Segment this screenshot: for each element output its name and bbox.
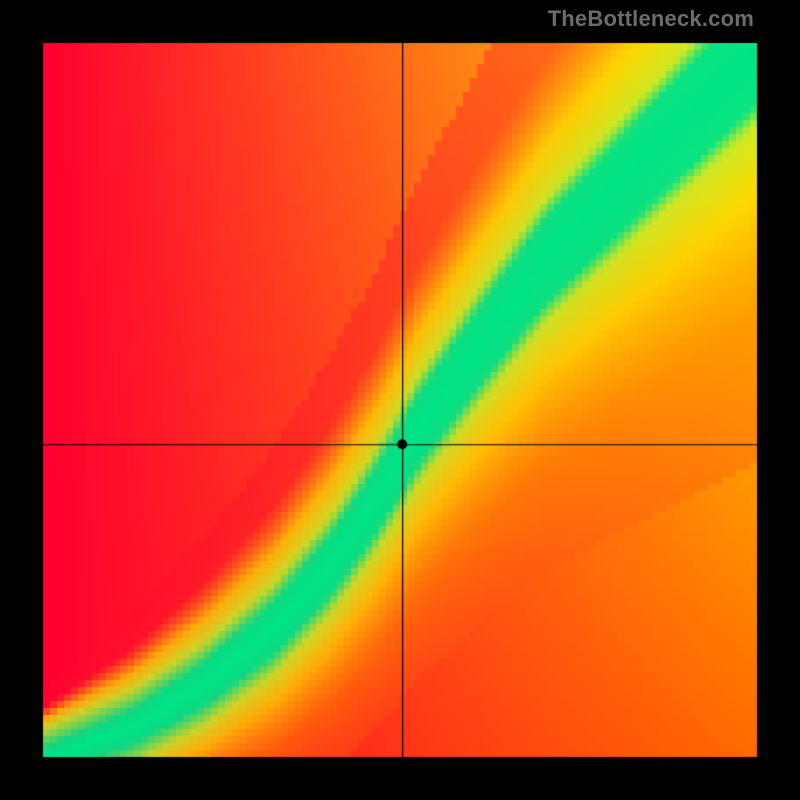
bottleneck-heatmap-canvas xyxy=(0,0,800,800)
chart-container: TheBottleneck.com xyxy=(0,0,800,800)
watermark-text: TheBottleneck.com xyxy=(548,6,754,32)
